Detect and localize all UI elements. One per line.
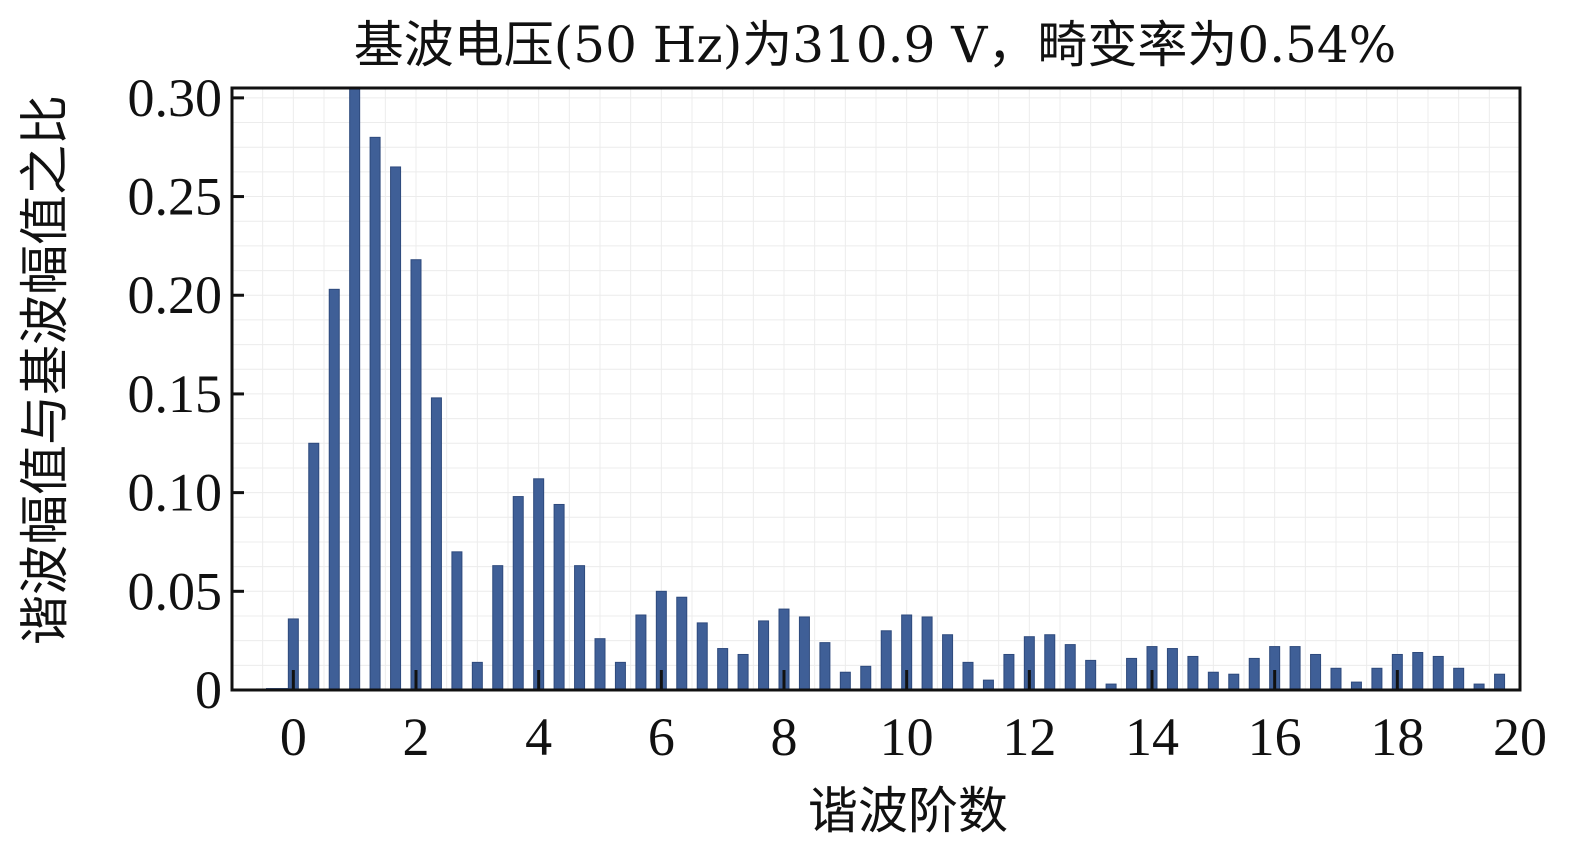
bar (635, 614, 647, 691)
bar (1187, 655, 1199, 691)
bar (390, 166, 402, 691)
y-tick-label: 0.15 (128, 364, 223, 424)
bar (430, 397, 442, 691)
x-tick-label: 0 (280, 707, 307, 767)
y-axis-label: 谐波幅值与基波幅值之比 (16, 95, 74, 645)
bars (287, 87, 1506, 691)
x-tick-label: 8 (771, 707, 798, 767)
bar (819, 642, 831, 691)
bar (1064, 644, 1076, 691)
bar (962, 661, 974, 691)
y-axis-ticks: 0 0.05 0.10 0.15 0.20 0.25 0.30 (128, 68, 244, 720)
bar (1166, 648, 1178, 691)
bar (1330, 667, 1342, 691)
bar (328, 288, 340, 691)
bar (1371, 667, 1383, 691)
bar (1085, 659, 1097, 691)
bar (349, 87, 361, 691)
bar (880, 630, 892, 691)
x-tick-label: 10 (880, 707, 934, 767)
bar (410, 259, 422, 691)
x-tick-label: 20 (1493, 707, 1547, 767)
x-axis-ticks: 0 2 4 6 8 10 12 14 16 18 20 (280, 670, 1547, 767)
bar (594, 638, 606, 691)
bar (308, 442, 320, 691)
bar (737, 653, 749, 691)
x-tick-label: 2 (403, 707, 430, 767)
x-tick-label: 4 (525, 707, 552, 767)
y-tick-label: 0.10 (128, 463, 223, 523)
grid-lines (231, 88, 1521, 691)
x-axis-label: 谐波阶数 (808, 782, 1008, 840)
bar (860, 665, 872, 691)
bar (676, 596, 688, 691)
bar (512, 496, 524, 691)
bar (1494, 673, 1506, 691)
bar (1412, 651, 1424, 691)
bar (1044, 634, 1056, 691)
plot-frame (230, 86, 1522, 692)
bar (798, 616, 810, 691)
bar (1207, 671, 1219, 691)
bar (471, 661, 483, 691)
x-tick-label: 18 (1370, 707, 1424, 767)
bar (1289, 646, 1301, 691)
bar (696, 622, 708, 691)
bar (717, 648, 729, 691)
bar (574, 565, 586, 691)
bar (1248, 657, 1260, 691)
y-tick-label: 0.30 (128, 68, 223, 128)
y-tick-label: 0.25 (128, 167, 223, 227)
y-tick-label: 0.05 (128, 561, 223, 621)
bar (492, 565, 504, 691)
bar (1453, 667, 1465, 691)
bar (1310, 653, 1322, 691)
x-tick-label: 14 (1125, 707, 1179, 767)
bar (614, 661, 626, 691)
bar (1228, 673, 1240, 691)
bar (533, 478, 545, 691)
bar (369, 136, 381, 691)
y-tick-label: 0.20 (128, 265, 223, 325)
bar (1003, 653, 1015, 691)
y-tick-label: 0 (195, 660, 222, 720)
bar (758, 620, 770, 691)
bar (942, 634, 954, 691)
bar (553, 503, 565, 691)
chart-title: 基波电压(50 Hz)为310.9 V，畸变率为0.54% (354, 16, 1396, 74)
x-tick-label: 12 (1002, 707, 1056, 767)
x-tick-label: 6 (648, 707, 675, 767)
x-tick-label: 16 (1248, 707, 1302, 767)
bar (1432, 655, 1444, 691)
bar (451, 551, 463, 691)
bar (921, 616, 933, 691)
bar (1126, 657, 1138, 691)
bar (839, 671, 851, 691)
